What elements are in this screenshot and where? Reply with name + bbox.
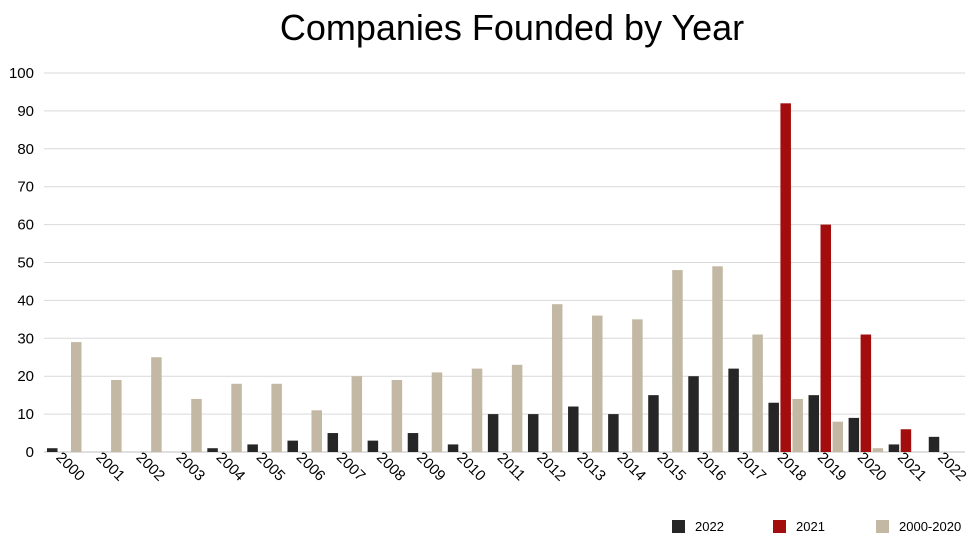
bar-2022-2012 [527, 414, 539, 452]
bar-2021-2021 [900, 429, 912, 452]
y-tick-label: 30 [17, 330, 34, 347]
bar-2022-2013 [568, 406, 579, 452]
x-tick-label: 2004 [213, 449, 249, 485]
y-tick-label: 100 [9, 65, 34, 82]
legend-label: 2021 [796, 519, 825, 534]
x-tick-label: 2006 [293, 449, 329, 485]
x-tick-label: 2003 [173, 449, 209, 485]
x-tick-label: 2015 [654, 449, 690, 485]
bar-2022-2020 [848, 417, 860, 452]
bar-2022-2006 [287, 440, 298, 452]
legend-swatch-2022 [672, 520, 685, 533]
bar-2022-2004 [207, 448, 218, 452]
legend-label: 2022 [695, 519, 724, 534]
y-tick-label: 60 [17, 217, 34, 234]
legend-label: 2000-2020 [899, 519, 961, 534]
bar-2000-2020-2006 [311, 410, 322, 452]
y-tick-label: 50 [17, 255, 34, 272]
legend-swatch-2021 [773, 520, 786, 533]
bar-2000-2020-2007 [351, 376, 363, 452]
bar-2000-2020-2000 [71, 342, 82, 452]
bar-2000-2020-2016 [712, 266, 723, 452]
x-tick-label: 2009 [413, 449, 449, 485]
bar-2000-2020-2012 [551, 304, 563, 452]
bar-2000-2020-2015 [672, 270, 683, 452]
y-tick-label: 20 [17, 368, 34, 385]
bar-2000-2020-2001 [111, 379, 122, 452]
x-tick-label: 2021 [894, 449, 930, 485]
bar-2022-2016 [688, 376, 699, 452]
bars [47, 103, 940, 452]
x-tick-label: 2002 [133, 449, 169, 485]
x-tick-label: 2020 [854, 449, 890, 485]
bar-2000-2020-2017 [752, 334, 763, 452]
bar-2000-2020-2019 [832, 421, 844, 452]
bar-2022-2005 [247, 444, 258, 452]
bar-2022-2022 [928, 436, 940, 452]
bar-2022-2008 [367, 440, 379, 452]
bar-2000-2020-2011 [511, 364, 523, 452]
x-tick-label: 2012 [533, 449, 569, 485]
bar-2000-2020-2003 [191, 398, 202, 452]
bar-2000-2020-2005 [271, 383, 282, 452]
legend: 2022 2021 2000-2020 [672, 519, 961, 534]
bar-2022-2015 [648, 395, 659, 452]
x-tick-label: 2001 [92, 449, 128, 485]
bar-2022-2000 [47, 448, 58, 452]
bar-2021-2019 [820, 224, 832, 452]
bar-2000-2020-2014 [632, 319, 643, 452]
x-tick-label: 2016 [694, 449, 730, 485]
bar-2022-2018 [768, 402, 779, 452]
y-tick-label: 0 [26, 444, 34, 461]
bar-2022-2009 [407, 433, 419, 452]
bar-2022-2011 [487, 414, 499, 452]
bar-2000-2020-2004 [231, 383, 242, 452]
bar-2000-2020-2013 [592, 315, 603, 452]
x-tick-label: 2014 [613, 449, 649, 485]
chart-title: Companies Founded by Year [280, 7, 744, 48]
bar-2022-2021 [888, 444, 900, 452]
x-tick-label: 2000 [52, 449, 88, 485]
bar-2000-2020-2009 [431, 372, 443, 452]
legend-swatch-2000-2020 [876, 520, 889, 533]
x-tick-label: 2013 [573, 449, 609, 485]
x-tick-label: 2022 [934, 449, 970, 485]
bar-2021-2018 [780, 103, 791, 452]
bar-2000-2020-2018 [792, 398, 803, 452]
bar-2000-2020-2002 [151, 357, 162, 452]
bar-2022-2017 [728, 368, 739, 452]
y-tick-label: 90 [17, 103, 34, 120]
y-tick-label: 40 [17, 292, 34, 309]
y-tick-label: 10 [17, 406, 34, 423]
x-tick-label: 2010 [453, 449, 489, 485]
x-tick-label: 2018 [774, 449, 810, 485]
bar-2000-2020-2008 [391, 379, 403, 452]
bar-2000-2020-2010 [471, 368, 483, 452]
x-tick-label: 2019 [814, 449, 850, 485]
y-axis-ticks: 0 10 20 30 40 50 60 70 80 90 100 [9, 65, 34, 461]
bar-2022-2019 [808, 395, 820, 452]
bar-2022-2007 [327, 433, 339, 452]
y-tick-label: 70 [17, 179, 34, 196]
x-tick-label: 2011 [494, 449, 529, 484]
bar-2000-2020-2020 [872, 448, 884, 452]
y-tick-label: 80 [17, 141, 34, 158]
bar-2021-2020 [860, 334, 872, 452]
x-tick-label: 2017 [734, 449, 770, 485]
bar-2022-2014 [608, 414, 619, 452]
x-axis-ticks: 2000 2001 2002 2003 2004 2005 2006 2007 2008 2009… [52, 449, 969, 485]
x-tick-label: 2005 [253, 449, 289, 485]
bar-2022-2010 [447, 444, 459, 452]
x-tick-label: 2007 [333, 449, 369, 485]
x-tick-label: 2008 [373, 449, 409, 485]
